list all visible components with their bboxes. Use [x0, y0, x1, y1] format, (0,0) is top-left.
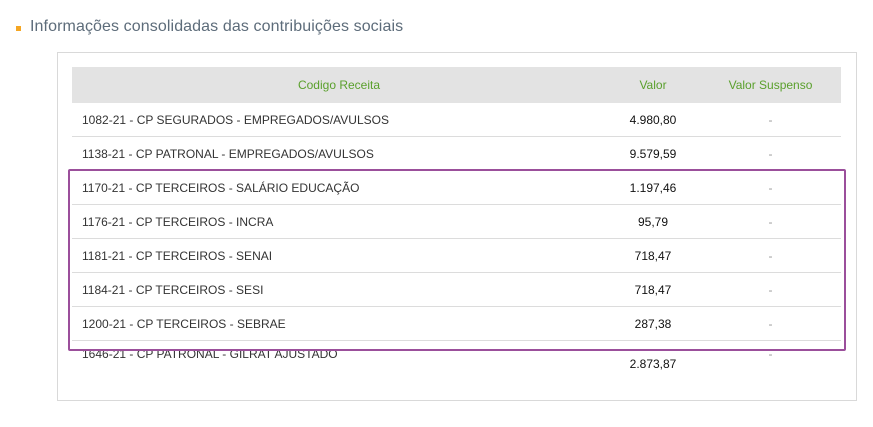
row-value: 718,47: [634, 248, 672, 263]
row-value: 4.980,80: [629, 112, 677, 127]
row-suspended: -: [768, 146, 773, 161]
section-header: Informações consolidadas das contribuiçõ…: [16, 18, 403, 36]
row-suspended: -: [768, 347, 773, 361]
table-row: 1170-21 - CP TERCEIROS - SALÁRIO EDUCAÇÃ…: [72, 171, 841, 205]
row-value: 9.579,59: [629, 146, 677, 161]
row-code: 1184-21 - CP TERCEIROS - SESI: [82, 282, 264, 297]
table-row: 1184-21 - CP TERCEIROS - SESI 718,47 -: [72, 273, 841, 307]
row-suspended: -: [768, 180, 773, 195]
row-value: 2.873,87: [629, 357, 677, 371]
row-code: 1646-21 - CP PATRONAL - GILRAT AJUSTADO: [82, 347, 338, 361]
row-value: 1.197,46: [629, 180, 677, 195]
section-title: Informações consolidadas das contribuiçõ…: [30, 18, 404, 35]
bullet-icon: [16, 25, 21, 31]
row-suspended: -: [768, 112, 773, 127]
row-code: 1181-21 - CP TERCEIROS - SENAI: [82, 248, 273, 263]
header-value: Valor: [639, 78, 667, 92]
row-code: 1200-21 - CP TERCEIROS - SEBRAE: [82, 316, 286, 331]
row-suspended: -: [768, 248, 773, 263]
row-code: 1176-21 - CP TERCEIROS - INCRA: [82, 214, 274, 229]
row-value: 718,47: [634, 282, 672, 297]
table-row: 1082-21 - CP SEGURADOS - EMPREGADOS/AVUL…: [72, 103, 841, 137]
contributions-panel: [57, 52, 857, 401]
contributions-table: Codigo Receita Valor Valor Suspenso 1082…: [72, 67, 841, 375]
row-code: 1170-21 - CP TERCEIROS - SALÁRIO EDUCAÇÃ…: [82, 180, 360, 195]
table-header: Codigo Receita Valor Valor Suspenso: [72, 67, 841, 103]
header-suspended: Valor Suspenso: [728, 78, 813, 92]
table-row: 1181-21 - CP TERCEIROS - SENAI 718,47 -: [72, 239, 841, 273]
row-suspended: -: [768, 214, 773, 229]
table-row: 1176-21 - CP TERCEIROS - INCRA 95,79 -: [72, 205, 841, 239]
row-suspended: -: [768, 282, 773, 297]
row-code: 1082-21 - CP SEGURADOS - EMPREGADOS/AVUL…: [82, 112, 389, 127]
row-value: 287,38: [634, 316, 672, 331]
table-row: 1646-21 - CP PATRONAL - GILRAT AJUSTADO …: [72, 341, 841, 375]
row-suspended: -: [768, 316, 773, 331]
row-value: 95,79: [637, 214, 669, 229]
row-code: 1138-21 - CP PATRONAL - EMPREGADOS/AVULS…: [82, 146, 374, 161]
header-code: Codigo Receita: [297, 78, 381, 92]
table-row: 1200-21 - CP TERCEIROS - SEBRAE 287,38 -: [72, 307, 841, 341]
table-row: 1138-21 - CP PATRONAL - EMPREGADOS/AVULS…: [72, 137, 841, 171]
